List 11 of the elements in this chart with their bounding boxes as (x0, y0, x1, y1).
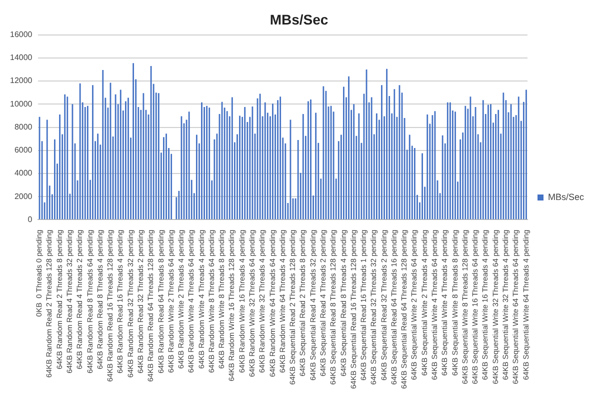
y-tick-label: 0 (28, 214, 33, 224)
chart-title: MBs/Sec (270, 11, 328, 28)
y-tick-label: 2000 (14, 192, 33, 201)
y-tick-label: 8000 (14, 122, 33, 132)
y-tick-label: 10000 (10, 99, 33, 108)
y-tick-label: 4000 (14, 168, 33, 178)
y-tick-label: 16000 (10, 30, 33, 40)
y-tick-label: 14000 (10, 53, 33, 62)
legend-label: MBs/Sec (548, 192, 584, 202)
y-tick-label: 12000 (10, 76, 33, 86)
y-tick-label: 6000 (14, 146, 33, 155)
